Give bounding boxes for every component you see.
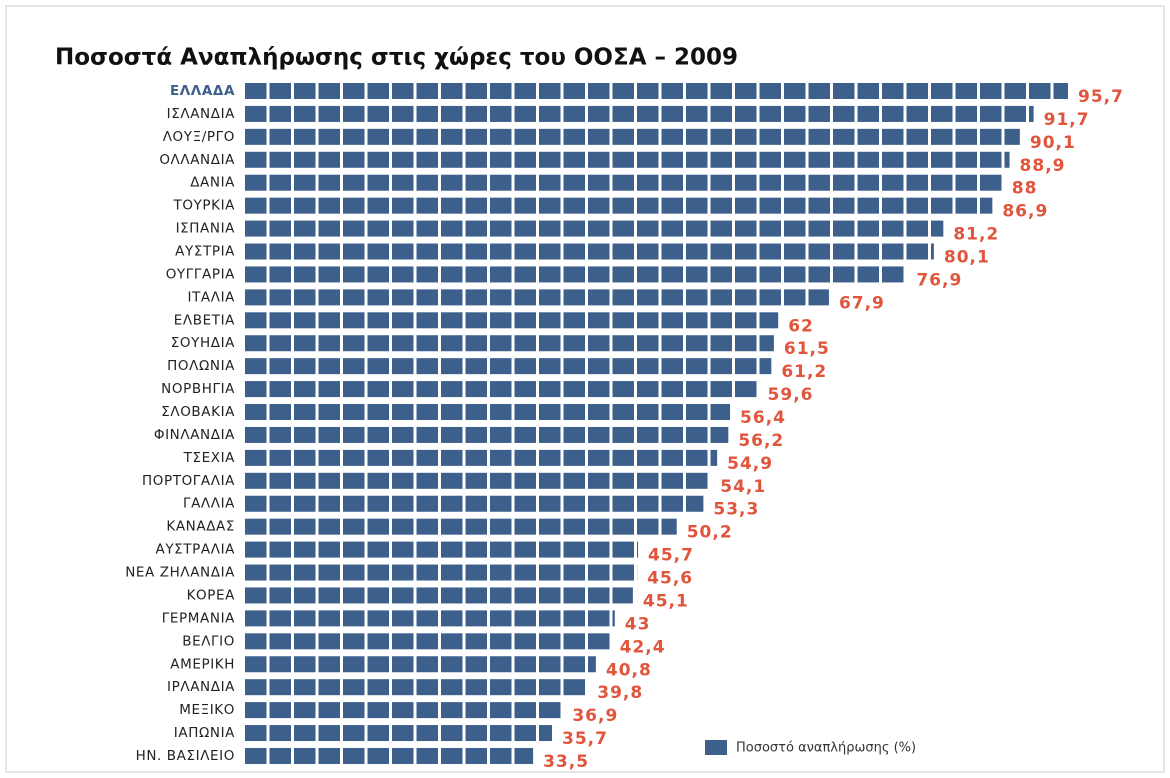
value-label: 54,1 bbox=[720, 477, 766, 497]
category-label: ΕΛΒΕΤΙΑ bbox=[174, 312, 235, 328]
bar bbox=[245, 105, 1034, 122]
value-label: 81,2 bbox=[953, 225, 999, 245]
bar bbox=[245, 564, 638, 581]
bar bbox=[245, 472, 711, 489]
bar bbox=[245, 656, 596, 673]
value-label: 56,4 bbox=[740, 408, 786, 428]
bar bbox=[245, 702, 563, 719]
category-label: ΠΟΡΤΟΓΑΛΙΑ bbox=[142, 473, 235, 489]
category-label: ΙΑΠΩΝΙΑ bbox=[174, 725, 235, 741]
value-label: 45,1 bbox=[643, 591, 689, 611]
bar bbox=[245, 358, 772, 375]
category-label: ΓΕΡΜΑΝΙΑ bbox=[162, 610, 235, 626]
bar bbox=[245, 197, 993, 214]
value-label: 76,9 bbox=[916, 270, 962, 290]
bar bbox=[245, 404, 731, 421]
category-label: ΝΕΑ ΖΗΛΑΝΔΙΑ bbox=[125, 565, 235, 581]
category-label: ΑΥΣΤΡΙΑ bbox=[175, 244, 235, 260]
value-label: 88 bbox=[1012, 179, 1038, 199]
legend-swatch bbox=[705, 740, 727, 755]
bar bbox=[245, 495, 704, 512]
category-label: ΔΑΝΙΑ bbox=[190, 175, 235, 191]
category-label: ΦΙΝΛΑΝΔΙΑ bbox=[154, 427, 235, 443]
bar bbox=[245, 220, 944, 237]
category-label: ΒΕΛΓΙΟ bbox=[182, 633, 235, 649]
category-label: ΤΟΥΡΚΙΑ bbox=[172, 198, 235, 214]
bar bbox=[245, 128, 1020, 145]
bar bbox=[245, 587, 633, 604]
value-label: 61,5 bbox=[784, 339, 830, 359]
bar bbox=[245, 610, 615, 627]
bar bbox=[245, 725, 553, 742]
category-label: ΑΜΕΡΙΚΗ bbox=[170, 656, 235, 672]
chart-title: Ποσοστά Αναπλήρωσης στις χώρες του ΟΟΣΑ … bbox=[55, 45, 738, 71]
category-label: ΟΛΛΑΝΔΙΑ bbox=[159, 152, 235, 168]
value-label: 45,6 bbox=[647, 569, 693, 589]
bar bbox=[245, 243, 934, 260]
value-label: 43 bbox=[625, 614, 651, 634]
bar bbox=[245, 449, 718, 466]
category-label: ΠΟΛΩΝΙΑ bbox=[167, 358, 235, 374]
bar bbox=[245, 426, 729, 443]
category-label: ΣΛΟΒΑΚΙΑ bbox=[161, 404, 235, 420]
bar bbox=[245, 335, 774, 352]
category-label: ΙΡΛΑΝΔΙΑ bbox=[167, 679, 235, 695]
category-label: ΛΟΥΞ/ΡΓΟ bbox=[163, 129, 235, 145]
category-label: ΕΛΛΑΔΑ bbox=[170, 83, 235, 99]
category-label: ΚΟΡΕΑ bbox=[187, 587, 236, 603]
category-label: ΣΟΥΗΔΙΑ bbox=[171, 335, 235, 351]
bar bbox=[245, 381, 758, 398]
value-label: 91,7 bbox=[1044, 110, 1090, 130]
category-label: ΙΣΠΑΝΙΑ bbox=[176, 221, 236, 237]
bar bbox=[245, 83, 1069, 99]
value-label: 95,7 bbox=[1078, 87, 1124, 107]
value-label: 80,1 bbox=[944, 248, 990, 268]
legend-label: Ποσοστό αναπλήρωσης (%) bbox=[736, 741, 916, 756]
value-label: 33,5 bbox=[543, 752, 589, 772]
category-label: ΑΥΣΤΡΑΛΙΑ bbox=[156, 542, 236, 558]
value-label: 56,2 bbox=[738, 431, 784, 451]
value-label: 45,7 bbox=[648, 546, 694, 566]
category-label: ΚΑΝΑΔΑΣ bbox=[166, 519, 235, 535]
bar bbox=[245, 633, 610, 650]
value-label: 88,9 bbox=[1020, 156, 1066, 176]
value-label: 39,8 bbox=[597, 683, 643, 703]
value-label: 50,2 bbox=[687, 523, 733, 543]
value-label: 90,1 bbox=[1030, 133, 1076, 153]
category-label: ΟΥΓΓΑΡΙΑ bbox=[166, 266, 235, 282]
bar bbox=[245, 151, 1010, 168]
value-label: 67,9 bbox=[839, 293, 885, 313]
value-label: 40,8 bbox=[606, 660, 652, 680]
bar bbox=[245, 679, 588, 696]
category-label: ΓΑΛΛΙΑ bbox=[183, 496, 235, 512]
bar bbox=[245, 174, 1002, 191]
category-label: ΗΝ. ΒΑΣΙΛΕΙΟ bbox=[136, 748, 235, 764]
value-label: 61,2 bbox=[781, 362, 827, 382]
value-label: 35,7 bbox=[562, 729, 608, 749]
value-label: 36,9 bbox=[572, 706, 618, 726]
bar bbox=[245, 747, 534, 764]
bar bbox=[245, 541, 639, 558]
value-label: 86,9 bbox=[1002, 202, 1048, 222]
value-label: 42,4 bbox=[620, 637, 666, 657]
value-label: 62 bbox=[788, 316, 814, 336]
bar bbox=[245, 266, 907, 283]
category-label: ΙΤΑΛΙΑ bbox=[187, 289, 235, 305]
category-label: ΝΟΡΒΗΓΙΑ bbox=[161, 381, 235, 397]
value-label: 59,6 bbox=[768, 385, 814, 405]
category-label: ΤΣΕΧΙΑ bbox=[183, 450, 236, 466]
value-label: 53,3 bbox=[713, 500, 759, 520]
bar bbox=[245, 312, 779, 329]
value-label: 54,9 bbox=[727, 454, 773, 474]
category-label: ΜΕΞΙΚΟ bbox=[179, 702, 235, 718]
bar bbox=[245, 289, 829, 306]
category-label: ΙΣΛΑΝΔΙΑ bbox=[167, 106, 235, 122]
bar bbox=[245, 518, 677, 535]
